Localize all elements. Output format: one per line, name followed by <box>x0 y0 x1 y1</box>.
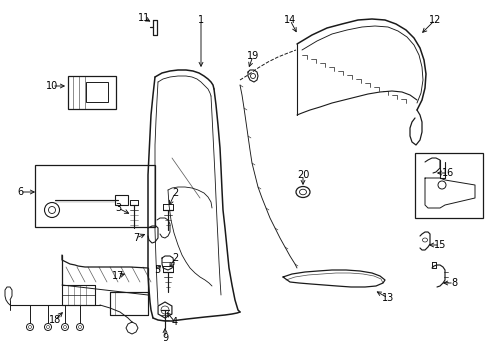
Bar <box>68 76 116 109</box>
Text: 13: 13 <box>382 293 394 303</box>
Ellipse shape <box>45 202 59 217</box>
Ellipse shape <box>76 324 83 330</box>
Ellipse shape <box>64 325 67 328</box>
Text: 7: 7 <box>133 233 139 243</box>
Text: 9: 9 <box>162 333 168 343</box>
Bar <box>415 153 483 218</box>
Text: 10: 10 <box>46 81 58 91</box>
Text: 17: 17 <box>112 271 124 281</box>
Ellipse shape <box>78 325 81 328</box>
Ellipse shape <box>299 189 307 195</box>
Text: 1: 1 <box>198 15 204 25</box>
Text: 20: 20 <box>297 170 309 180</box>
Text: 2: 2 <box>172 188 178 198</box>
Ellipse shape <box>250 73 255 78</box>
Ellipse shape <box>45 324 51 330</box>
Text: 3: 3 <box>115 203 121 213</box>
Text: 11: 11 <box>138 13 150 23</box>
Text: 14: 14 <box>284 15 296 25</box>
Bar <box>86 82 108 102</box>
Text: 18: 18 <box>49 315 61 325</box>
Ellipse shape <box>438 181 446 189</box>
Ellipse shape <box>49 207 55 213</box>
Text: 19: 19 <box>247 51 259 61</box>
Text: 4: 4 <box>172 317 178 327</box>
Text: 8: 8 <box>451 278 457 288</box>
Ellipse shape <box>422 238 427 242</box>
Ellipse shape <box>26 324 33 330</box>
Ellipse shape <box>28 325 31 328</box>
Ellipse shape <box>296 186 310 198</box>
Text: 15: 15 <box>434 240 446 250</box>
Text: 16: 16 <box>442 168 454 178</box>
Ellipse shape <box>47 325 49 328</box>
Text: 12: 12 <box>429 15 441 25</box>
Ellipse shape <box>62 324 69 330</box>
Text: 5: 5 <box>154 265 160 275</box>
Bar <box>115 195 128 205</box>
Text: 2: 2 <box>172 253 178 263</box>
Text: 6: 6 <box>17 187 23 197</box>
Bar <box>35 165 155 227</box>
